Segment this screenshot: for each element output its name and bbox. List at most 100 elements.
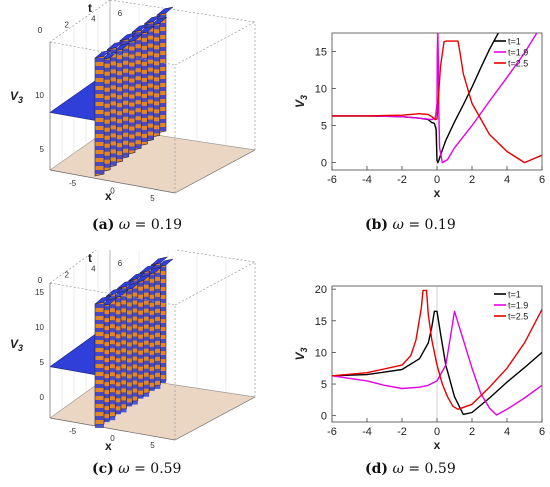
surface-stripe <box>95 114 104 118</box>
surface-top <box>111 290 129 299</box>
surface-stripe <box>144 55 154 60</box>
surface-stripe <box>144 119 154 124</box>
t-tick-label: 6 <box>118 259 123 268</box>
surface-stripe <box>113 75 123 80</box>
surface-stripe <box>123 314 133 319</box>
surface-stripe <box>144 111 154 116</box>
surface-stripe <box>117 288 127 293</box>
surface-stripe <box>151 288 161 293</box>
caption-c-label: (c) <box>92 461 114 477</box>
surface-stripe <box>123 370 133 375</box>
surface-stripe <box>95 304 104 308</box>
surface-stripe <box>140 384 150 389</box>
surface-stripe <box>150 113 160 118</box>
z-tick-label: 5 <box>40 358 45 367</box>
surface-stripe <box>132 120 142 125</box>
surface-stripe <box>113 115 123 120</box>
x-tick-label: 2 <box>469 426 475 438</box>
surface-stripe <box>111 362 121 367</box>
surface-stripe <box>123 394 133 399</box>
surface-stripe <box>134 370 144 375</box>
box-edge <box>49 41 176 66</box>
surface-top <box>94 49 112 59</box>
surface-stripe <box>128 328 138 333</box>
surface-stripe <box>106 336 116 341</box>
surface-stripe <box>138 97 148 102</box>
x-tick-label: 6 <box>539 174 545 186</box>
surface-stripe <box>113 123 123 128</box>
t-tick-label: 0 <box>38 276 43 285</box>
x-tick-label: -4 <box>362 174 372 186</box>
surface-stripe <box>126 50 135 55</box>
box-edge <box>174 396 256 441</box>
surface-stripe <box>113 147 123 152</box>
surface-stripe <box>119 120 129 125</box>
surface-stripe <box>151 296 161 301</box>
surface-stripe <box>126 90 135 95</box>
surface-stripe <box>128 384 138 389</box>
surface-stripe <box>117 320 127 325</box>
surface-stripe <box>145 378 155 383</box>
surface-stripe <box>95 162 104 166</box>
surface-stripe <box>145 354 155 359</box>
surface-stripe <box>138 129 148 134</box>
surface-stripe <box>100 378 110 383</box>
box-edge <box>49 417 176 441</box>
surface-stripe <box>117 376 127 381</box>
surface-stripe <box>126 98 135 103</box>
surface-stripe <box>140 352 150 357</box>
surface-stripe <box>119 80 129 85</box>
series-line <box>332 40 542 164</box>
surface-stripe <box>119 96 129 101</box>
surface-stripe <box>157 323 166 327</box>
surface-stripe <box>144 71 154 76</box>
surface-stripe <box>101 59 111 64</box>
surface-stripe <box>126 122 135 127</box>
surface-stripe <box>132 32 142 37</box>
surface-stripe <box>126 58 135 63</box>
surface-stripe <box>145 386 155 391</box>
surface-top <box>106 287 123 297</box>
surface-stripe <box>144 127 154 132</box>
surface-stripe <box>101 139 111 144</box>
surface-stripe <box>95 328 104 332</box>
line-chart-b: -6 -4 -2 0 2 4 6 0 5 10 15 x V3 t=1t=1.9t=2.5 <box>293 32 545 200</box>
surface-stripe <box>128 344 138 349</box>
surface-stripe <box>117 360 127 365</box>
surface-stripe <box>138 65 148 70</box>
surface-stripe <box>128 392 138 397</box>
surface-stripe <box>117 352 127 357</box>
surface-stripe <box>119 64 129 69</box>
surface-stripe <box>95 170 104 174</box>
surface-stripe <box>140 368 150 373</box>
surface-stripe <box>100 362 110 367</box>
surface-stripe <box>138 89 148 94</box>
surface-stripe <box>119 40 129 45</box>
surface-stripe <box>157 23 166 27</box>
surface-stripe <box>128 336 138 341</box>
caption-b-value: = 0.19 <box>408 217 456 233</box>
surface-stripe <box>100 306 110 311</box>
surface-stripe <box>128 376 138 381</box>
surface-stripe <box>138 49 148 54</box>
surface-stripe <box>123 306 133 311</box>
surface-stripe <box>95 336 104 340</box>
surface-stripe <box>113 99 123 104</box>
surface-stripe <box>106 416 116 421</box>
surface-stripe <box>157 71 166 75</box>
surface-stripe <box>119 144 129 149</box>
surface-stripe <box>134 394 144 399</box>
surface-stripe <box>151 344 161 349</box>
surface-stripe <box>140 344 150 349</box>
x-tick-label: -6 <box>327 174 337 186</box>
surface-stripe <box>101 91 111 96</box>
z-tick-label: 0 <box>40 393 45 402</box>
surface-top <box>156 6 174 16</box>
y-tick-label: 20 <box>315 284 327 296</box>
t-tick-label: 6 <box>118 9 123 18</box>
caption-c-omega: ω <box>118 461 130 477</box>
surface-stripe <box>106 384 116 389</box>
surface-top <box>123 282 140 291</box>
surface-stripe <box>106 360 116 365</box>
box-edge <box>109 0 256 23</box>
